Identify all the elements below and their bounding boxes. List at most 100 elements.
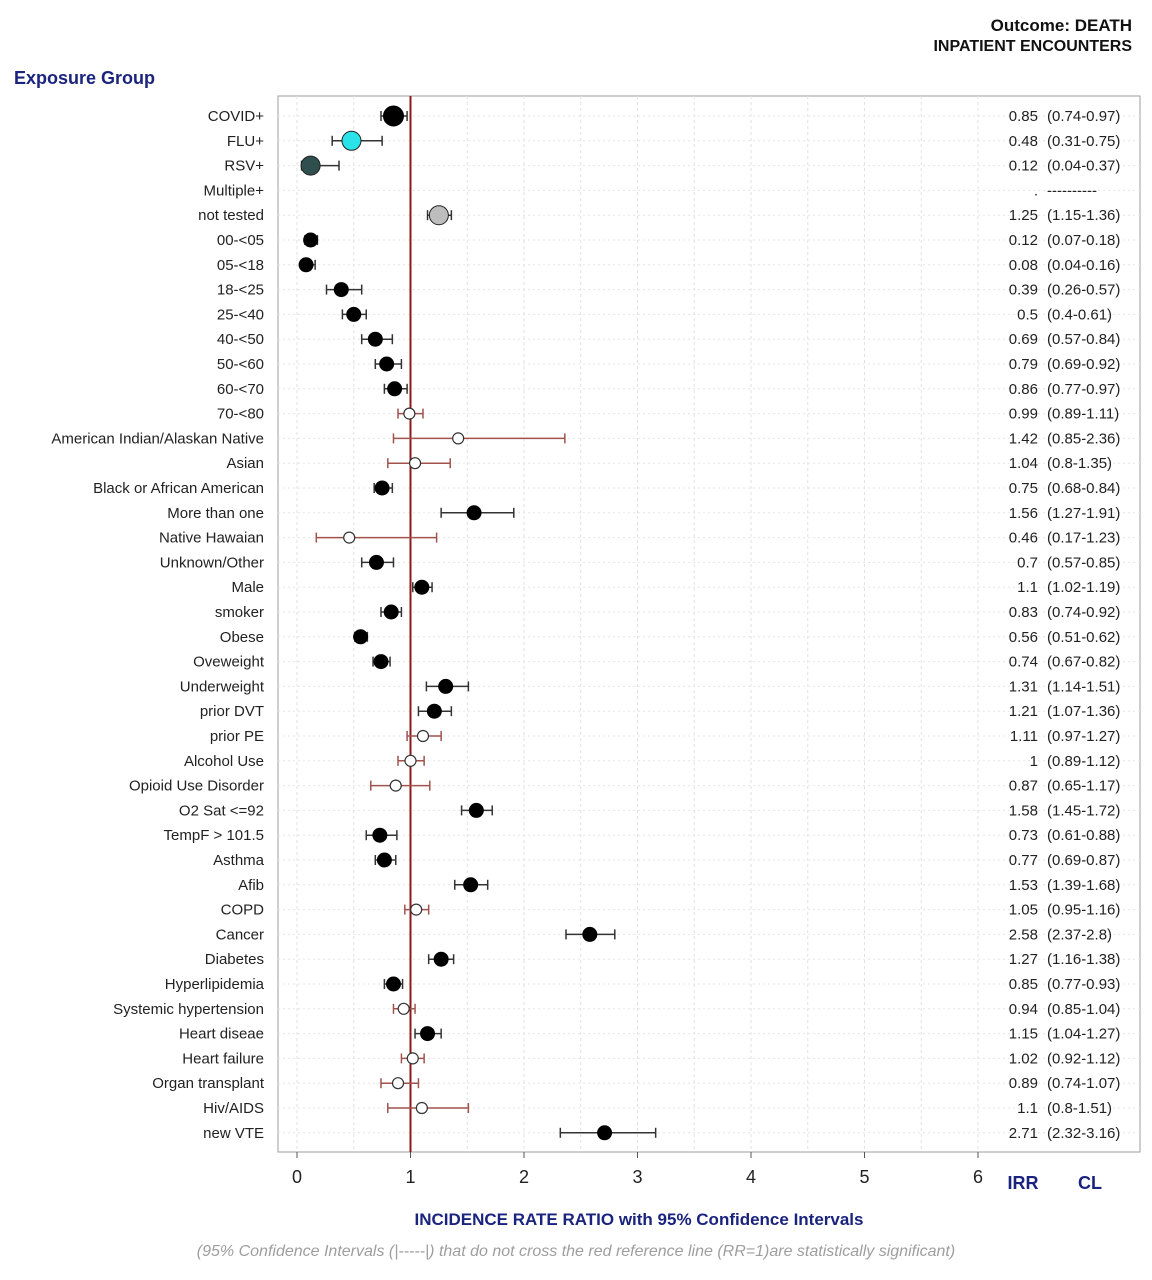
outcome-title: Outcome: DEATH — [990, 16, 1132, 35]
row-label: More than one — [167, 505, 264, 522]
row-label: 25-<40 — [217, 306, 264, 323]
x-axis-title: INCIDENCE RATE RATIO with 95% Confidence… — [414, 1210, 864, 1229]
row-label: 40-<50 — [217, 331, 264, 348]
x-tick-label: 2 — [519, 1167, 529, 1187]
irr-value: 1.05 — [1009, 902, 1038, 919]
irr-marker — [374, 480, 390, 496]
row-label: Hyperlipidemia — [165, 976, 265, 993]
row-label: O2 Sat <=92 — [179, 802, 264, 819]
row-label: Native Hawaian — [159, 530, 264, 547]
irr-marker — [452, 432, 465, 445]
ci-value: (1.02-1.19) — [1047, 579, 1120, 596]
irr-value: 0.83 — [1009, 604, 1038, 621]
ci-value: (0.17-1.23) — [1047, 530, 1120, 547]
irr-value: 0.39 — [1009, 282, 1038, 299]
irr-marker — [382, 105, 404, 127]
ci-value: (0.26-0.57) — [1047, 282, 1120, 299]
irr-marker — [303, 232, 319, 248]
irr-marker — [433, 951, 449, 967]
ci-value: (0.04-0.37) — [1047, 158, 1120, 175]
ci-value: (0.68-0.84) — [1047, 480, 1120, 497]
irr-value: 0.77 — [1009, 852, 1038, 869]
irr-marker — [372, 827, 388, 843]
ci-value: (0.69-0.92) — [1047, 356, 1120, 373]
irr-value: 1.53 — [1009, 877, 1038, 894]
row-label: 05-<18 — [217, 257, 264, 274]
row-label: Male — [231, 579, 264, 596]
irr-column-header: IRR — [1008, 1173, 1039, 1193]
irr-value: 0.94 — [1009, 1001, 1038, 1018]
row-label: prior PE — [210, 728, 264, 745]
irr-value: 1.58 — [1009, 802, 1038, 819]
ci-value: (0.04-0.16) — [1047, 257, 1120, 274]
irr-value: 1.25 — [1009, 207, 1038, 224]
irr-value: 0.87 — [1009, 778, 1038, 795]
ci-value: (0.74-1.07) — [1047, 1075, 1120, 1092]
irr-marker — [376, 852, 392, 868]
irr-marker — [404, 754, 417, 767]
x-tick-label: 0 — [292, 1167, 302, 1187]
ci-value: (0.85-2.36) — [1047, 430, 1120, 447]
irr-marker — [368, 554, 384, 570]
irr-value: 2.71 — [1009, 1125, 1038, 1142]
ci-value: (0.85-1.04) — [1047, 1001, 1120, 1018]
row-label: Alcohol Use — [184, 753, 264, 770]
row-label: Heart failure — [182, 1050, 264, 1067]
irr-value: 1.21 — [1009, 703, 1038, 720]
irr-value: 0.48 — [1009, 133, 1038, 150]
irr-marker — [415, 1101, 428, 1115]
row-label: Organ transplant — [152, 1075, 265, 1092]
significance-note: (95% Confidence Intervals (|-----|) that… — [196, 1243, 956, 1260]
irr-marker — [389, 779, 402, 792]
row-label: RSV+ — [224, 158, 264, 175]
irr-marker — [367, 331, 383, 347]
irr-value: 0.56 — [1009, 629, 1038, 646]
row-label: 50-<60 — [217, 356, 264, 373]
ci-value: (0.51-0.62) — [1047, 629, 1120, 646]
ci-value: (0.61-0.88) — [1047, 827, 1120, 844]
row-label: Opioid Use Disorder — [129, 778, 264, 795]
irr-marker — [341, 130, 362, 151]
irr-marker — [383, 604, 399, 620]
irr-value: 1.11 — [1010, 728, 1038, 745]
ci-value: (0.77-0.97) — [1047, 381, 1120, 398]
irr-marker — [463, 877, 479, 893]
irr-value: 0.73 — [1009, 827, 1038, 844]
irr-marker — [406, 1052, 419, 1065]
row-label: American Indian/Alaskan Native — [51, 430, 264, 447]
irr-value: 0.5 — [1017, 306, 1038, 323]
row-label: 18-<25 — [217, 282, 264, 299]
irr-value: 1.56 — [1009, 505, 1038, 522]
irr-value: 0.86 — [1009, 381, 1038, 398]
irr-value: 0.79 — [1009, 356, 1038, 373]
ci-value: (1.15-1.36) — [1047, 207, 1120, 224]
ci-value: (0.74-0.97) — [1047, 108, 1120, 125]
ci-value: (1.27-1.91) — [1047, 505, 1120, 522]
irr-value: 0.85 — [1009, 976, 1038, 993]
ci-value: (0.8-1.51) — [1047, 1100, 1112, 1117]
ci-value: (0.74-0.92) — [1047, 604, 1120, 621]
irr-marker — [333, 282, 349, 298]
row-label: 00-<05 — [217, 232, 264, 249]
row-label: new VTE — [203, 1125, 264, 1142]
exposure-group-title: Exposure Group — [14, 68, 156, 88]
ci-value: (1.07-1.36) — [1047, 703, 1120, 720]
irr-marker — [298, 257, 314, 273]
irr-marker — [416, 729, 430, 743]
irr-value: 0.69 — [1009, 331, 1038, 348]
irr-marker — [408, 457, 422, 470]
irr-value: 1.31 — [1009, 678, 1038, 695]
row-label: Hiv/AIDS — [203, 1100, 264, 1117]
row-label: not tested — [198, 207, 264, 224]
irr-marker — [346, 306, 362, 322]
ci-value: (0.4-0.61) — [1047, 306, 1112, 323]
row-label: Systemic hypertension — [113, 1001, 264, 1018]
row-label: Black or African American — [93, 480, 264, 497]
irr-value: 0.99 — [1009, 406, 1038, 423]
irr-marker — [343, 531, 356, 544]
ci-value: ---------- — [1047, 182, 1097, 199]
ci-value: (0.57-0.85) — [1047, 554, 1120, 571]
x-tick-label: 1 — [405, 1167, 415, 1187]
row-label: Diabetes — [205, 951, 264, 968]
row-label: prior DVT — [200, 703, 264, 720]
